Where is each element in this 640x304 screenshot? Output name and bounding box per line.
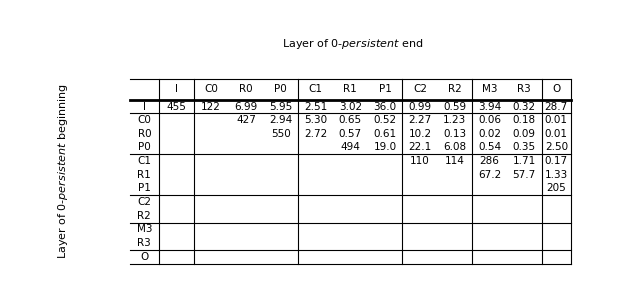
Text: 0.01: 0.01 [545, 129, 568, 139]
Text: 455: 455 [166, 102, 186, 112]
Text: C0: C0 [138, 115, 151, 125]
Text: C2: C2 [138, 197, 151, 207]
Text: R1: R1 [138, 170, 151, 180]
Text: P1: P1 [379, 84, 392, 94]
Text: 5.30: 5.30 [304, 115, 327, 125]
Text: 0.01: 0.01 [545, 115, 568, 125]
Text: 0.32: 0.32 [513, 102, 536, 112]
Text: 36.0: 36.0 [374, 102, 397, 112]
Text: 0.13: 0.13 [443, 129, 466, 139]
Text: P1: P1 [138, 183, 151, 193]
Text: 1.71: 1.71 [513, 156, 536, 166]
Text: M3: M3 [136, 224, 152, 234]
Text: 2.27: 2.27 [408, 115, 431, 125]
Text: 6.08: 6.08 [443, 143, 466, 153]
Text: 205: 205 [547, 183, 566, 193]
Text: O: O [140, 252, 148, 262]
Text: M3: M3 [482, 84, 497, 94]
Text: 122: 122 [201, 102, 221, 112]
Text: R1: R1 [344, 84, 357, 94]
Text: 0.99: 0.99 [408, 102, 431, 112]
Text: 2.51: 2.51 [304, 102, 327, 112]
Text: 2.72: 2.72 [304, 129, 327, 139]
Text: 5.95: 5.95 [269, 102, 292, 112]
Text: 110: 110 [410, 156, 429, 166]
Text: 0.57: 0.57 [339, 129, 362, 139]
Text: 550: 550 [271, 129, 291, 139]
Text: 286: 286 [479, 156, 499, 166]
Text: 0.02: 0.02 [478, 129, 501, 139]
Text: P0: P0 [275, 84, 287, 94]
Text: R2: R2 [138, 211, 151, 221]
Text: C1: C1 [308, 84, 323, 94]
Text: 0.17: 0.17 [545, 156, 568, 166]
Text: 57.7: 57.7 [513, 170, 536, 180]
Text: 0.06: 0.06 [478, 115, 501, 125]
Text: 0.18: 0.18 [513, 115, 536, 125]
Text: C2: C2 [413, 84, 427, 94]
Text: 1.33: 1.33 [545, 170, 568, 180]
Text: Layer of 0-$\it{persistent}$ end: Layer of 0-$\it{persistent}$ end [282, 36, 424, 50]
Text: R0: R0 [239, 84, 253, 94]
Text: I: I [143, 102, 146, 112]
Text: 0.54: 0.54 [478, 143, 501, 153]
Text: I: I [175, 84, 178, 94]
Text: 0.09: 0.09 [513, 129, 536, 139]
Text: R2: R2 [448, 84, 461, 94]
Text: 1.23: 1.23 [443, 115, 467, 125]
Text: 3.94: 3.94 [478, 102, 501, 112]
Text: 67.2: 67.2 [478, 170, 501, 180]
Text: 0.65: 0.65 [339, 115, 362, 125]
Text: C0: C0 [204, 84, 218, 94]
Text: 0.59: 0.59 [443, 102, 466, 112]
Text: R3: R3 [517, 84, 531, 94]
Text: 2.50: 2.50 [545, 143, 568, 153]
Text: 0.35: 0.35 [513, 143, 536, 153]
Text: 114: 114 [445, 156, 465, 166]
Text: R0: R0 [138, 129, 151, 139]
Text: 22.1: 22.1 [408, 143, 431, 153]
Text: Layer of 0-$\it{persistent}$ beginning: Layer of 0-$\it{persistent}$ beginning [56, 83, 70, 259]
Text: 2.94: 2.94 [269, 115, 292, 125]
Text: C1: C1 [138, 156, 151, 166]
Text: 3.02: 3.02 [339, 102, 362, 112]
Text: P0: P0 [138, 143, 150, 153]
Text: O: O [552, 84, 561, 94]
Text: 0.52: 0.52 [374, 115, 397, 125]
Text: 6.99: 6.99 [234, 102, 258, 112]
Text: 28.7: 28.7 [545, 102, 568, 112]
Text: R3: R3 [138, 238, 151, 248]
Text: 494: 494 [340, 143, 360, 153]
Text: 0.61: 0.61 [374, 129, 397, 139]
Text: 10.2: 10.2 [408, 129, 431, 139]
Text: 19.0: 19.0 [374, 143, 397, 153]
Text: 427: 427 [236, 115, 256, 125]
